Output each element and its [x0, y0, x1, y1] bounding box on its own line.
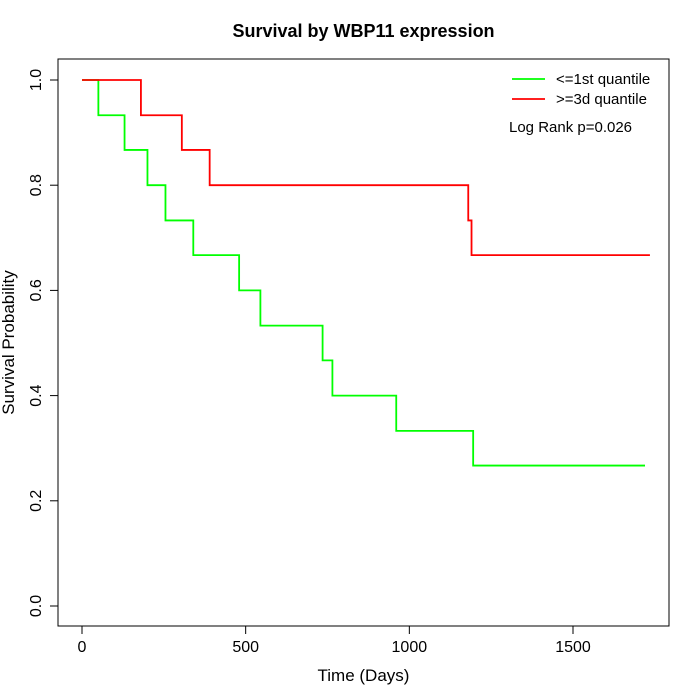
y-axis-label: Survival Probability: [0, 270, 18, 415]
legend-label: >=3d quantile: [556, 91, 647, 108]
plot-frame: [57, 58, 670, 627]
x-tick-label: 1000: [392, 639, 428, 656]
y-axis: 0.0 0.2 0.4 0.6 0.8 1.0: [28, 69, 59, 617]
legend: <=1st quantile >=3d quantile: [512, 71, 650, 108]
log-rank-annotation: Log Rank p=0.026: [509, 119, 632, 136]
chart-title: Survival by WBP11 expression: [232, 21, 494, 41]
y-tick-label: 0.4: [28, 384, 45, 406]
legend-label: <=1st quantile: [556, 71, 650, 88]
y-tick-label: 0.6: [28, 279, 45, 301]
survival-curve: [82, 79, 650, 257]
series-layer: [82, 79, 650, 467]
y-tick-label: 1.0: [28, 69, 45, 91]
x-tick-label: 500: [232, 639, 259, 656]
y-tick-label: 0.0: [28, 595, 45, 617]
x-axis-label: Time (Days): [318, 666, 410, 685]
survival-curve: [82, 79, 646, 467]
x-tick-label: 1500: [555, 639, 591, 656]
y-tick-label: 0.2: [28, 490, 45, 512]
x-tick-label: 0: [78, 639, 87, 656]
y-tick-label: 0.8: [28, 174, 45, 196]
x-axis: 0 500 1000 1500: [78, 625, 591, 656]
